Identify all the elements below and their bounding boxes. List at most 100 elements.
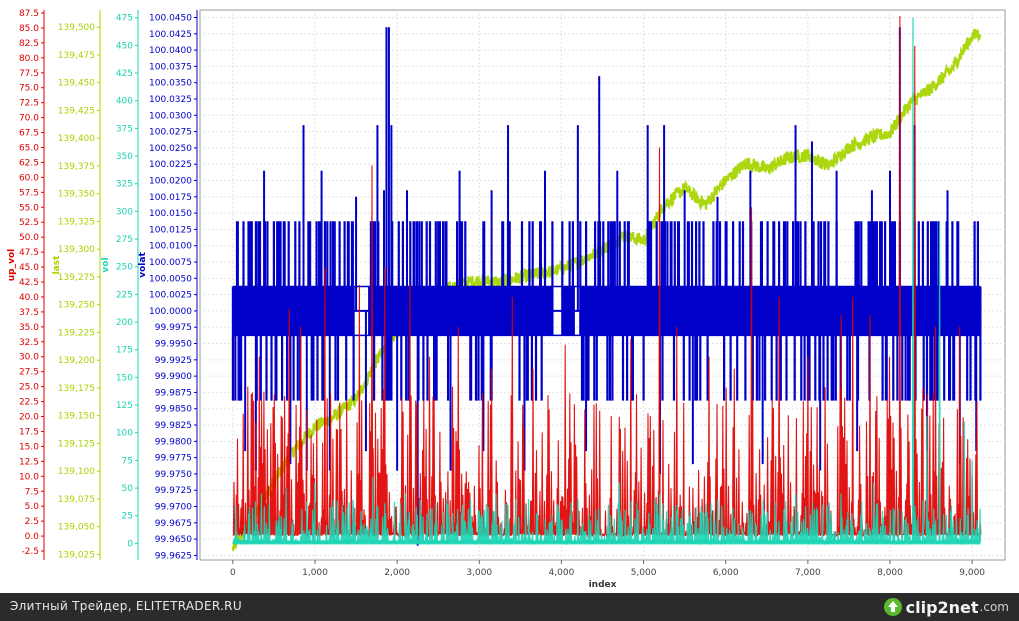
y-tick-label: 225 xyxy=(116,290,133,300)
y-tick-label: 139,425 xyxy=(58,106,95,116)
y-tick-label: 50 xyxy=(122,484,134,494)
y-tick-label: 100.0175 xyxy=(149,193,192,203)
y-tick-label: 139,475 xyxy=(58,51,95,61)
y-tick-label: 2.5 xyxy=(25,517,39,527)
y-tick-label: 100.0050 xyxy=(149,274,192,284)
y-tick-label: 99.9700 xyxy=(155,503,192,513)
y-axis-vol: 0 25 50 75 100 125 150 175 200 225 250 275 300 325 350… xyxy=(101,10,139,560)
y-tick-label: 139,350 xyxy=(58,190,95,200)
y-tick-label: 67.5 xyxy=(19,129,39,139)
y-tick-label: 12.5 xyxy=(19,457,39,467)
y-tick-label: 99.9900 xyxy=(155,372,192,382)
y-axis-title: vol xyxy=(101,257,111,272)
y-tick-label: 100.0275 xyxy=(149,128,192,138)
y-tick-label: 99.9800 xyxy=(155,437,192,447)
y-tick-label: 100.0375 xyxy=(149,62,192,72)
y-tick-label: 475 xyxy=(116,14,133,24)
y-tick-label: 25.0 xyxy=(19,383,39,393)
y-tick-label: 75.0 xyxy=(19,84,39,94)
y-tick-label: 32.5 xyxy=(19,338,39,348)
y-tick-label: 20.0 xyxy=(19,413,39,423)
y-tick-label: 99.9925 xyxy=(155,356,192,366)
y-tick-label: 77.5 xyxy=(19,69,39,79)
y-tick-label: 57.5 xyxy=(19,188,39,198)
x-tick-label: 3,000 xyxy=(466,568,492,578)
x-axis: 0 1,000 2,000 3,000 4,000 5,000 6,000 7,000 8,00… xyxy=(230,560,985,590)
y-tick-label: 100.0075 xyxy=(149,258,192,268)
y-tick-label: 139,100 xyxy=(58,467,95,477)
y-axis-title: up_vol xyxy=(7,249,17,281)
y-tick-label: 7.5 xyxy=(25,487,39,497)
y-tick-label: 70.0 xyxy=(19,114,39,124)
y-tick-label: 125 xyxy=(116,401,133,411)
y-tick-label: 139,175 xyxy=(58,384,95,394)
y-tick-label: 37.5 xyxy=(19,308,39,318)
y-tick-label: 55.0 xyxy=(19,203,39,213)
multi-axis-line-chart: -2.5 0.0 2.5 5.0 7.5 10.0 12.5 15.0 17.5 20.0 22.5… xyxy=(7,9,1006,590)
y-tick-label: 52.5 xyxy=(19,218,39,228)
y-tick-label: 99.9625 xyxy=(155,551,192,561)
y-tick-label: 72.5 xyxy=(19,99,39,109)
y-tick-label: 139,275 xyxy=(58,273,95,283)
x-tick-label: 6,000 xyxy=(713,568,739,578)
y-tick-label: 139,050 xyxy=(58,523,95,533)
y-axis-title: last xyxy=(52,255,62,275)
y-tick-label: 300 xyxy=(116,207,133,217)
y-tick-label: 99.9650 xyxy=(155,535,192,545)
y-tick-label: 47.5 xyxy=(19,248,39,258)
x-tick-label: 4,000 xyxy=(549,568,575,578)
y-axis-volat: 99.9625 99.9650 99.9675 99.9700 99.9725 99.97… xyxy=(138,10,198,561)
y-tick-label: 80.0 xyxy=(19,54,39,64)
y-tick-label: 15.0 xyxy=(19,442,39,452)
brand-suffix: .com xyxy=(979,600,1009,614)
y-tick-label: 100.0250 xyxy=(149,144,192,154)
y-tick-label: 99.9875 xyxy=(155,388,192,398)
y-tick-label: 139,150 xyxy=(58,412,95,422)
y-tick-label: 139,025 xyxy=(58,550,95,560)
y-tick-label: 275 xyxy=(116,235,133,245)
y-tick-label: 100.0450 xyxy=(149,13,192,23)
y-tick-label: 45.0 xyxy=(19,263,39,273)
x-tick-label: 9,000 xyxy=(959,568,985,578)
y-tick-label: 139,200 xyxy=(58,356,95,366)
y-tick-label: 60.0 xyxy=(19,173,39,183)
x-tick-label: 7,000 xyxy=(795,568,821,578)
y-tick-label: 22.5 xyxy=(19,398,39,408)
y-tick-label: 150 xyxy=(116,373,133,383)
brand-logo[interactable]: clip2net .com xyxy=(883,596,1009,618)
y-tick-label: 50.0 xyxy=(19,233,39,243)
y-tick-label: 450 xyxy=(116,41,133,51)
y-tick-label: 99.9725 xyxy=(155,486,192,496)
y-tick-label: 100 xyxy=(116,429,133,439)
y-tick-label: 30.0 xyxy=(19,353,39,363)
y-tick-label: 5.0 xyxy=(25,502,40,512)
y-tick-label: 139,075 xyxy=(58,495,95,505)
y-tick-label: 139,375 xyxy=(58,162,95,172)
y-tick-label: 62.5 xyxy=(19,158,39,168)
y-axis-up_vol: -2.5 0.0 2.5 5.0 7.5 10.0 12.5 15.0 17.5 20.0 22.5… xyxy=(7,9,45,560)
y-tick-label: 139,300 xyxy=(58,245,95,255)
y-tick-label: 42.5 xyxy=(19,278,39,288)
y-tick-label: 0.0 xyxy=(25,532,40,542)
y-tick-label: 375 xyxy=(116,124,133,134)
y-tick-label: 100.0350 xyxy=(149,79,192,89)
y-tick-label: 75 xyxy=(122,456,133,466)
y-tick-label: 250 xyxy=(116,263,133,273)
y-axis-title: volat xyxy=(138,252,148,278)
y-tick-label: 139,325 xyxy=(58,217,95,227)
y-tick-label: 27.5 xyxy=(19,368,39,378)
y-tick-label: 100.0100 xyxy=(149,242,192,252)
y-tick-label: 100.0300 xyxy=(149,111,192,121)
y-tick-label: 100.0025 xyxy=(149,291,192,301)
y-tick-label: 325 xyxy=(116,180,133,190)
y-tick-label: 82.5 xyxy=(19,39,39,49)
y-tick-label: 25 xyxy=(122,512,133,522)
y-tick-label: 100.0125 xyxy=(149,225,192,235)
y-tick-label: 99.9850 xyxy=(155,405,192,415)
y-tick-label: 400 xyxy=(116,97,133,107)
y-tick-label: 0 xyxy=(127,539,133,549)
y-tick-label: 350 xyxy=(116,152,133,162)
y-tick-label: 10.0 xyxy=(19,472,39,482)
y-tick-label: 175 xyxy=(116,346,133,356)
